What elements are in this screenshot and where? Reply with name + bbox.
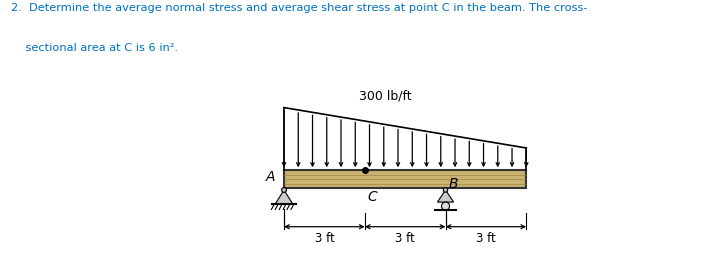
Text: 300 lb/ft: 300 lb/ft xyxy=(359,90,411,103)
Text: 3 ft: 3 ft xyxy=(395,232,415,245)
Polygon shape xyxy=(275,190,293,204)
Polygon shape xyxy=(438,190,454,202)
Circle shape xyxy=(444,188,448,192)
Text: A: A xyxy=(266,170,275,184)
Text: 3 ft: 3 ft xyxy=(476,232,496,245)
Text: C: C xyxy=(367,190,377,204)
Bar xyxy=(284,170,526,188)
Text: 2.  Determine the average normal stress and average shear stress at point C in t: 2. Determine the average normal stress a… xyxy=(11,3,587,12)
Circle shape xyxy=(282,187,287,192)
Text: B: B xyxy=(449,177,458,191)
Circle shape xyxy=(441,202,449,210)
Text: sectional area at C is 6 in².: sectional area at C is 6 in². xyxy=(11,43,178,53)
Text: 3 ft: 3 ft xyxy=(314,232,334,245)
